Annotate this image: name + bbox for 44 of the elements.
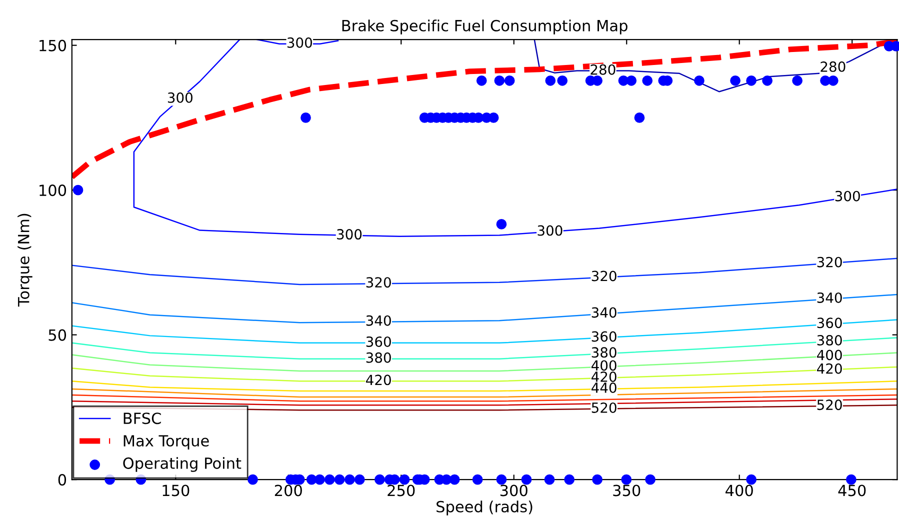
y-tick-label: 0 [58, 474, 66, 486]
annotation: 420 [591, 371, 616, 382]
annotation: 300 [835, 190, 860, 202]
x-tick-label: 150 [162, 484, 190, 496]
annotation: 340 [592, 307, 616, 318]
annotation: 300 [538, 225, 562, 236]
annotation: 340 [817, 292, 842, 303]
annotation: 380 [592, 347, 616, 358]
annotation: 300 [337, 229, 362, 240]
annotation: 280 [590, 64, 616, 75]
y-axis-title: Torque (Nm) [18, 214, 32, 307]
annotation: 380 [817, 335, 842, 346]
annotation: 360 [817, 318, 842, 328]
annotation: 320 [817, 256, 842, 268]
legend-label: BFSC [124, 412, 161, 424]
annotation: 300 [168, 92, 192, 103]
annotation: 300 [287, 37, 312, 48]
annotation: 360 [592, 331, 616, 342]
y-tick-label: 50 [48, 329, 66, 341]
annotation: 520 [817, 400, 842, 410]
y-tick-label: 150 [40, 40, 66, 52]
annotation: 400 [591, 360, 616, 371]
annotation: 440 [591, 382, 616, 393]
x-tick-label: 250 [388, 484, 415, 496]
annotation: 420 [366, 374, 391, 386]
annotation: 520 [592, 402, 616, 413]
annotation: 360 [366, 336, 391, 347]
annotation: 400 [816, 350, 842, 360]
x-tick-label: 200 [274, 484, 302, 496]
annotation: 340 [366, 315, 391, 326]
chart-title: Brake Specific Fuel Consumption Map [342, 20, 628, 34]
annotation: 320 [366, 277, 391, 288]
annotation: 320 [592, 270, 616, 282]
annotation: 280 [820, 61, 846, 72]
x-axis-title: Speed (rads) [436, 500, 532, 516]
annotation: 420 [816, 363, 842, 374]
x-tick-label: 400 [726, 484, 753, 496]
x-tick-label: 450 [838, 484, 866, 496]
legend-label: Operating Point [123, 457, 242, 472]
x-tick-label: 350 [613, 484, 640, 496]
legend-label: Max Torque [124, 435, 209, 450]
y-tick-label: 100 [40, 184, 66, 196]
x-tick-label: 300 [500, 484, 528, 496]
annotation: 380 [366, 352, 391, 363]
